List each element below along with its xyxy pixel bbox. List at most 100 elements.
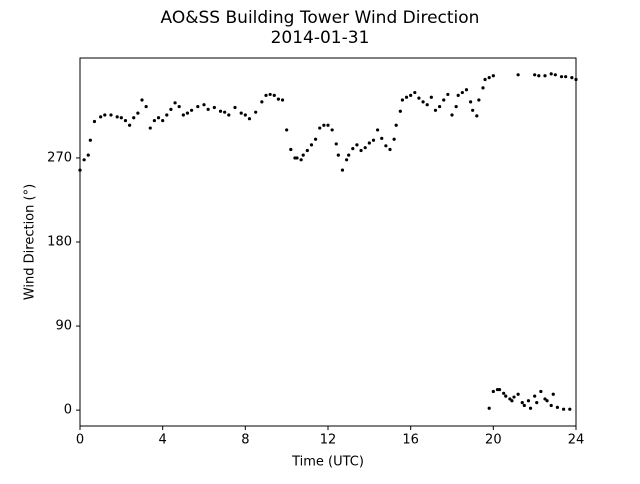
data-point <box>425 103 429 107</box>
data-point <box>481 86 485 90</box>
data-point <box>504 394 508 398</box>
data-point <box>471 108 475 112</box>
data-point <box>103 113 107 117</box>
data-point <box>460 90 464 95</box>
data-point <box>526 399 531 403</box>
data-point <box>409 93 413 97</box>
data-point <box>190 108 194 112</box>
data-point <box>491 389 495 394</box>
data-point <box>417 96 421 100</box>
data-point <box>227 113 231 117</box>
data-point <box>144 104 148 109</box>
data-point <box>272 93 276 97</box>
data-point <box>433 108 438 112</box>
data-point <box>295 156 299 160</box>
chart-title: AO&SS Building Tower Wind Direction <box>161 8 480 28</box>
data-point <box>185 111 190 115</box>
data-point <box>268 92 272 97</box>
data-point <box>559 75 564 79</box>
data-point <box>564 75 568 79</box>
data-point <box>119 116 123 120</box>
data-point <box>173 101 177 105</box>
data-point <box>367 141 371 145</box>
data-point <box>206 107 210 111</box>
data-point <box>326 123 330 127</box>
data-point <box>280 98 285 102</box>
data-point <box>380 136 384 140</box>
data-point <box>384 144 388 148</box>
data-point <box>177 104 181 109</box>
data-point <box>555 405 560 409</box>
x-tick-label: 0 <box>76 433 84 448</box>
data-point <box>528 406 533 410</box>
data-point <box>202 103 206 107</box>
data-point <box>475 114 479 118</box>
data-point <box>156 116 161 120</box>
y-tick-label: 0 <box>64 403 72 418</box>
data-point <box>400 98 404 102</box>
data-point <box>553 73 557 77</box>
data-point <box>355 143 359 147</box>
data-point <box>260 100 264 104</box>
data-point <box>551 392 555 396</box>
data-point <box>392 137 396 141</box>
data-point <box>218 109 223 113</box>
data-point <box>347 153 351 157</box>
x-tick-label: 24 <box>568 433 585 448</box>
data-point <box>247 117 252 121</box>
data-point <box>487 76 491 80</box>
data-point <box>289 147 293 152</box>
data-point <box>336 153 340 157</box>
data-point <box>446 92 450 97</box>
data-point <box>454 104 458 109</box>
data-point <box>301 153 305 157</box>
data-point <box>483 77 487 82</box>
data-point <box>196 104 200 109</box>
data-point <box>450 113 454 117</box>
data-point <box>456 93 460 97</box>
data-point <box>549 403 553 408</box>
data-point <box>99 115 103 119</box>
data-point <box>86 153 90 157</box>
data-point <box>115 115 119 119</box>
data-point <box>469 100 473 104</box>
data-point <box>330 128 334 132</box>
data-point <box>299 158 303 162</box>
data-point <box>421 100 425 104</box>
data-point <box>371 138 376 142</box>
x-tick-label: 8 <box>241 433 249 448</box>
data-point <box>491 74 495 78</box>
data-point <box>276 97 280 101</box>
data-point <box>516 392 520 396</box>
data-point <box>487 406 491 410</box>
data-point <box>148 126 152 130</box>
data-point <box>404 95 409 99</box>
data-point <box>285 128 289 132</box>
data-point <box>549 72 553 76</box>
data-point <box>334 142 338 146</box>
data-point <box>128 123 132 127</box>
data-point <box>305 148 309 153</box>
data-point <box>477 98 481 102</box>
data-point <box>464 88 469 92</box>
data-point <box>508 397 512 401</box>
data-point <box>243 113 247 117</box>
data-point <box>574 77 578 82</box>
data-point <box>136 111 140 115</box>
data-point <box>570 76 574 80</box>
data-point <box>78 168 82 172</box>
data-point <box>510 399 514 403</box>
data-point <box>140 98 144 102</box>
y-tick-label: 180 <box>47 235 72 250</box>
data-point <box>376 128 380 132</box>
data-point <box>309 143 314 147</box>
data-point <box>562 407 566 411</box>
data-point <box>322 123 326 127</box>
data-point <box>522 403 526 408</box>
data-point <box>533 394 537 398</box>
data-point <box>363 146 367 150</box>
data-point <box>223 110 227 114</box>
data-point <box>535 401 539 405</box>
